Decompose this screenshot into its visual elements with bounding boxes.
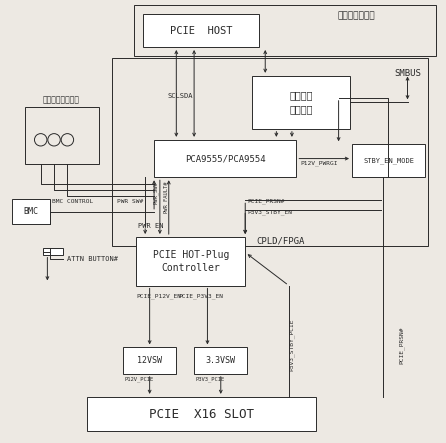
Bar (87, 397, 316, 431)
Text: PCIE_PRSN#: PCIE_PRSN# (248, 199, 285, 204)
Text: 时序控制
实时监控: 时序控制 实时监控 (289, 91, 313, 114)
Text: SCLSDA: SCLSDA (167, 93, 193, 99)
Text: 计算机硬件平台: 计算机硬件平台 (338, 12, 375, 21)
Bar (352, 144, 425, 177)
Bar (25, 107, 99, 164)
Text: PCIE  HOST: PCIE HOST (169, 26, 232, 35)
Bar (143, 14, 259, 47)
Bar (43, 249, 63, 255)
Text: P3V3_STBY_EN: P3V3_STBY_EN (248, 210, 293, 215)
Bar (112, 58, 428, 246)
Text: BMC: BMC (23, 207, 38, 216)
Text: P12V_PWRGI: P12V_PWRGI (301, 160, 339, 166)
Text: PCIE HOT-Plug
Controller: PCIE HOT-Plug Controller (153, 250, 229, 273)
Text: PCIE_PRSN#: PCIE_PRSN# (399, 326, 404, 364)
Text: 热拔插状态指示灯: 热拔插状态指示灯 (43, 96, 80, 105)
Text: PCIE_P3V3_EN: PCIE_P3V3_EN (178, 294, 223, 299)
Text: STBY_EN_MODE: STBY_EN_MODE (363, 157, 414, 164)
Text: CPLD/FPGA: CPLD/FPGA (256, 237, 305, 246)
Text: P3V3_STBY_PCIE: P3V3_STBY_PCIE (289, 319, 294, 371)
Bar (154, 140, 296, 177)
Bar (136, 237, 245, 286)
Text: PWR_FAULT#: PWR_FAULT# (163, 181, 169, 214)
Text: P12V_PCIE: P12V_PCIE (124, 377, 153, 382)
Text: BMC CONTROL: BMC CONTROL (52, 199, 93, 204)
Text: PCA9555/PCA9554: PCA9555/PCA9554 (185, 154, 265, 163)
Bar (194, 347, 248, 374)
Bar (123, 347, 176, 374)
Text: ATTN BUTTON#: ATTN BUTTON# (67, 256, 118, 262)
Text: PCIE_P12V_EN: PCIE_P12V_EN (136, 294, 182, 299)
Bar (134, 5, 437, 56)
Text: 12VSW: 12VSW (137, 356, 162, 365)
Bar (252, 76, 350, 129)
Text: SMBUS: SMBUS (394, 69, 421, 78)
Bar (12, 199, 50, 224)
Text: P3V3_PCIE: P3V3_PCIE (195, 377, 225, 382)
Text: PWR SW#: PWR SW# (117, 199, 144, 204)
Text: PCIE  X16 SLOT: PCIE X16 SLOT (149, 408, 254, 420)
Text: 3.3VSW: 3.3VSW (206, 356, 236, 365)
Text: PWR EN: PWR EN (138, 223, 163, 229)
Text: PWR_SW#: PWR_SW# (153, 182, 158, 204)
